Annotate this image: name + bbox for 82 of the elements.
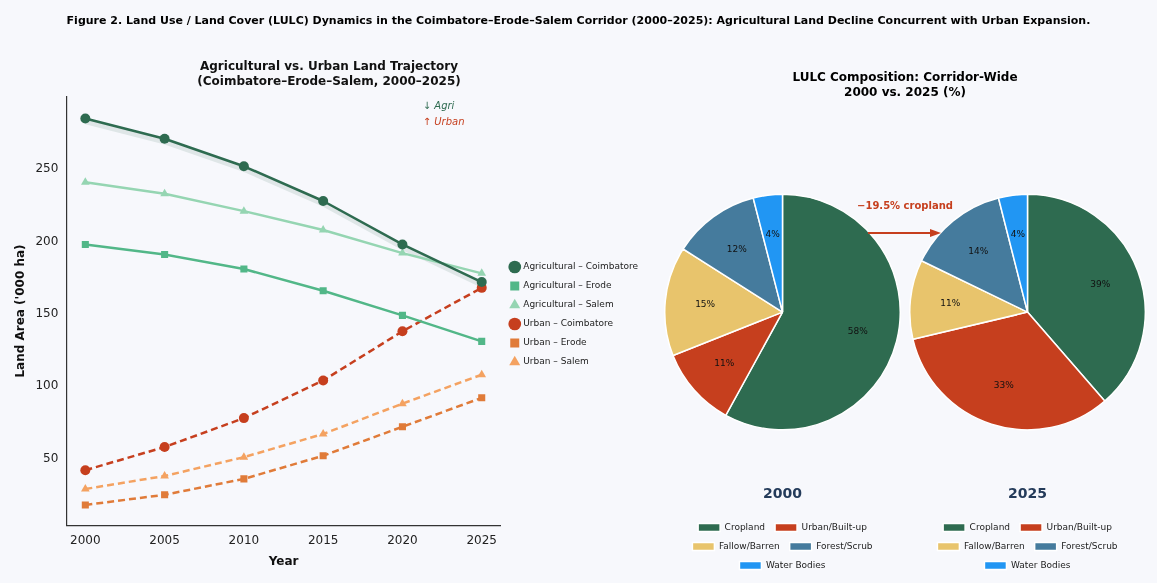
legend-label: Agricultural – Coimbatore <box>523 261 639 272</box>
data-label: 58% <box>847 325 869 336</box>
point <box>318 429 328 437</box>
chart-title: LULC Composition: Corridor-Wide <box>792 70 1018 84</box>
point <box>161 491 169 499</box>
x-tick-label: 2000 <box>70 532 101 547</box>
point <box>476 277 487 288</box>
data-label: 4% <box>765 229 781 240</box>
annotation: ↑ Urban <box>422 116 465 128</box>
data-label: 15% <box>695 299 716 310</box>
legend-label: Cropland <box>724 521 766 532</box>
x-tick-label: 2025 <box>466 532 497 547</box>
legend-label: Fallow/Barren <box>963 540 1025 551</box>
point <box>397 239 408 250</box>
point <box>397 326 408 337</box>
point <box>160 188 169 197</box>
data-label: 11% <box>940 298 961 308</box>
annotation: ↓ Agri <box>422 100 455 112</box>
point <box>239 206 249 214</box>
x-axis-title: Year <box>267 553 299 568</box>
x-tick-label: 2015 <box>307 532 339 547</box>
point <box>81 501 89 509</box>
point <box>239 452 249 460</box>
data-label: 4% <box>1010 229 1026 240</box>
legend-label: Forest/Scrub <box>816 540 873 551</box>
point <box>240 475 248 483</box>
data-label: 33% <box>993 380 1015 391</box>
data-label: 14% <box>968 246 989 257</box>
legend-label: Forest/Scrub <box>1061 540 1118 551</box>
x-tick-label: 2020 <box>387 532 418 547</box>
data-label: 39% <box>1090 279 1111 290</box>
y-tick-label: 100 <box>35 378 59 393</box>
y-tick-label: 150 <box>35 306 59 321</box>
caption: Figure 2. Land Use / Land Cover (LULC) Dynamics in the Coimbatore–Erode–Salem Corridor (2000–2025): Agricultural Land Decline Concurrent with Urban Expansion. <box>65 14 1092 28</box>
point <box>318 375 329 386</box>
point <box>81 177 90 185</box>
point <box>81 484 90 492</box>
legend-label: Urban – Coimbatore <box>523 318 614 329</box>
point <box>478 337 486 345</box>
point <box>238 413 249 424</box>
legend-label: Agricultural – Erode <box>523 280 613 291</box>
legend-label: Cropland <box>969 521 1011 532</box>
data-label: 12% <box>726 243 748 254</box>
point <box>477 369 487 378</box>
point <box>398 311 406 319</box>
point <box>319 452 327 460</box>
x-tick-label: 2010 <box>228 532 260 547</box>
point <box>161 251 169 259</box>
chart-subtitle: (Coimbatore–Erode–Salem, 2000–2025) <box>197 73 461 88</box>
legend-label: Agricultural – Salem <box>523 299 614 310</box>
point <box>477 268 487 276</box>
text: 2025 <box>1008 485 1047 502</box>
legend-label: Urban – Erode <box>523 337 588 348</box>
point <box>238 161 249 172</box>
point <box>159 133 170 144</box>
point <box>319 287 327 295</box>
legend-label: Water Bodies <box>1010 559 1071 570</box>
y-axis-title: Land Area ('000 ha) <box>13 244 28 378</box>
y-tick-label: 200 <box>35 233 59 248</box>
legend-label: Urban/Built-up <box>801 521 868 532</box>
text: 2000 <box>763 485 803 502</box>
text: −19.5% cropland <box>856 200 954 211</box>
x-tick-label: 2005 <box>149 532 180 547</box>
point <box>318 196 329 207</box>
point <box>80 113 91 124</box>
point <box>398 398 407 407</box>
y-tick-label: 50 <box>43 450 59 465</box>
y-tick-label: 250 <box>35 161 59 176</box>
point <box>80 465 91 476</box>
legend-label: Fallow/Barren <box>718 540 780 551</box>
legend-label: Urban/Built-up <box>1046 521 1113 532</box>
chart-subtitle: 2000 vs. 2025 (%) <box>844 85 966 99</box>
point <box>398 248 407 256</box>
chart-title: Agricultural vs. Urban Land Trajectory <box>199 59 459 74</box>
data-label: 11% <box>714 357 735 368</box>
point <box>478 394 486 402</box>
legend-label: Water Bodies <box>765 559 826 570</box>
point <box>240 265 248 273</box>
point <box>81 240 89 248</box>
point <box>159 442 170 453</box>
point <box>398 423 406 431</box>
legend-label: Urban – Salem <box>523 356 589 367</box>
